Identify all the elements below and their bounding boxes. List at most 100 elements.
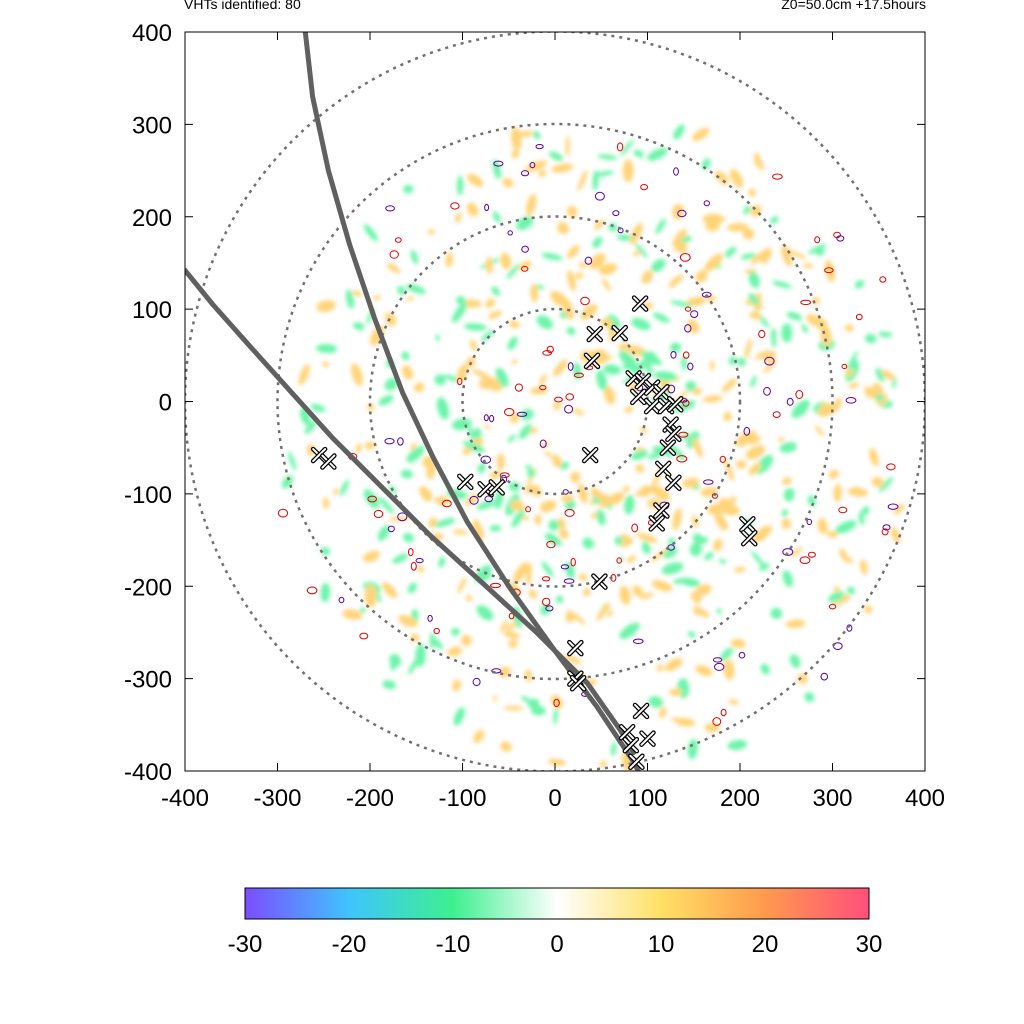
field-patch — [491, 286, 501, 296]
vorticity-contour — [565, 393, 575, 401]
field-patch — [492, 211, 501, 223]
vorticity-contour — [367, 495, 378, 503]
field-patch — [415, 643, 426, 667]
field-patch — [769, 216, 779, 224]
field-patch — [509, 412, 520, 424]
field-patch — [692, 438, 703, 458]
field-patch — [619, 585, 631, 605]
field-patch — [472, 519, 484, 542]
vorticity-contour — [553, 698, 560, 708]
vorticity-contour — [703, 479, 714, 485]
vorticity-contour — [472, 677, 481, 687]
field-patch — [869, 447, 879, 467]
field-patch — [610, 741, 617, 757]
vorticity-contour — [714, 662, 725, 671]
x-tick-label: 100 — [627, 785, 667, 812]
field-patch — [750, 375, 757, 388]
vorticity-contour — [539, 385, 547, 391]
field-patch — [473, 729, 485, 744]
vorticity-contour — [560, 564, 570, 570]
vorticity-field — [277, 124, 905, 771]
field-patch — [596, 370, 608, 391]
field-patch — [549, 151, 564, 162]
field-patch — [373, 294, 381, 301]
field-patch — [451, 302, 468, 323]
field-patch — [413, 382, 425, 393]
field-patch — [672, 508, 682, 531]
field-patch — [518, 260, 532, 271]
field-patch — [579, 262, 588, 269]
vorticity-contour — [338, 596, 345, 604]
field-patch — [538, 169, 546, 178]
field-patch — [789, 654, 801, 668]
field-patch — [592, 236, 603, 249]
field-patch — [484, 424, 490, 429]
field-patch — [506, 263, 520, 279]
vorticity-contour — [493, 160, 504, 167]
field-patch — [614, 536, 623, 546]
field-patch — [658, 706, 667, 719]
field-patch — [471, 368, 493, 381]
field-patch — [525, 464, 532, 470]
vorticity-contour — [480, 455, 492, 464]
vorticity-contour — [504, 408, 515, 417]
field-patch — [594, 219, 605, 230]
vorticity-contour — [640, 184, 648, 191]
field-patch — [848, 382, 860, 389]
field-patch — [704, 552, 714, 561]
vorticity-contour — [408, 548, 414, 557]
field-patch — [589, 253, 606, 270]
field-patch — [429, 632, 435, 649]
field-patch — [578, 573, 588, 582]
storm-tracks — [185, 32, 642, 771]
vorticity-contour — [564, 508, 575, 517]
vht-marker — [653, 384, 670, 401]
field-patch — [322, 361, 330, 368]
field-patch — [507, 336, 518, 351]
field-patch — [445, 252, 453, 268]
vht-marker — [488, 479, 505, 496]
field-patch — [511, 508, 526, 528]
vorticity-contour — [508, 612, 515, 620]
field-patch — [400, 469, 413, 479]
field-patch — [875, 367, 885, 382]
field-patch — [351, 363, 363, 386]
field-patch — [511, 149, 520, 159]
vorticity-contour — [546, 540, 556, 549]
field-patch — [781, 477, 792, 486]
field-patch — [629, 222, 643, 245]
vorticity-contour — [690, 310, 699, 319]
field-patch — [730, 638, 746, 649]
field-patch — [650, 549, 667, 562]
field-patch — [841, 555, 853, 564]
field-patch — [700, 487, 719, 497]
field-patch — [772, 280, 792, 289]
range-ring — [276, 122, 834, 681]
field-patch — [890, 526, 901, 544]
vorticity-contour — [687, 362, 694, 371]
field-patch — [573, 362, 582, 380]
field-patch — [653, 371, 678, 382]
field-patch — [452, 529, 468, 535]
vorticity-contour — [373, 509, 384, 519]
field-patch — [419, 486, 433, 502]
field-patch — [467, 173, 484, 187]
field-patch — [410, 249, 419, 265]
field-patch — [624, 406, 634, 414]
field-patch — [401, 351, 410, 361]
y-tick-label: -100 — [124, 482, 172, 509]
field-patch — [574, 272, 584, 279]
field-patch — [503, 705, 524, 711]
field-patch — [463, 323, 487, 331]
field-patch — [352, 322, 365, 331]
field-patch — [567, 245, 580, 259]
vht-marker — [618, 723, 636, 741]
field-patch — [452, 679, 462, 692]
field-patch — [634, 242, 648, 259]
field-patch — [645, 356, 653, 378]
field-patch — [434, 517, 456, 528]
field-patch — [481, 329, 495, 342]
colorbar-tick-label: 0 — [550, 931, 563, 958]
field-patch — [608, 222, 618, 232]
vht-marker — [457, 473, 474, 491]
